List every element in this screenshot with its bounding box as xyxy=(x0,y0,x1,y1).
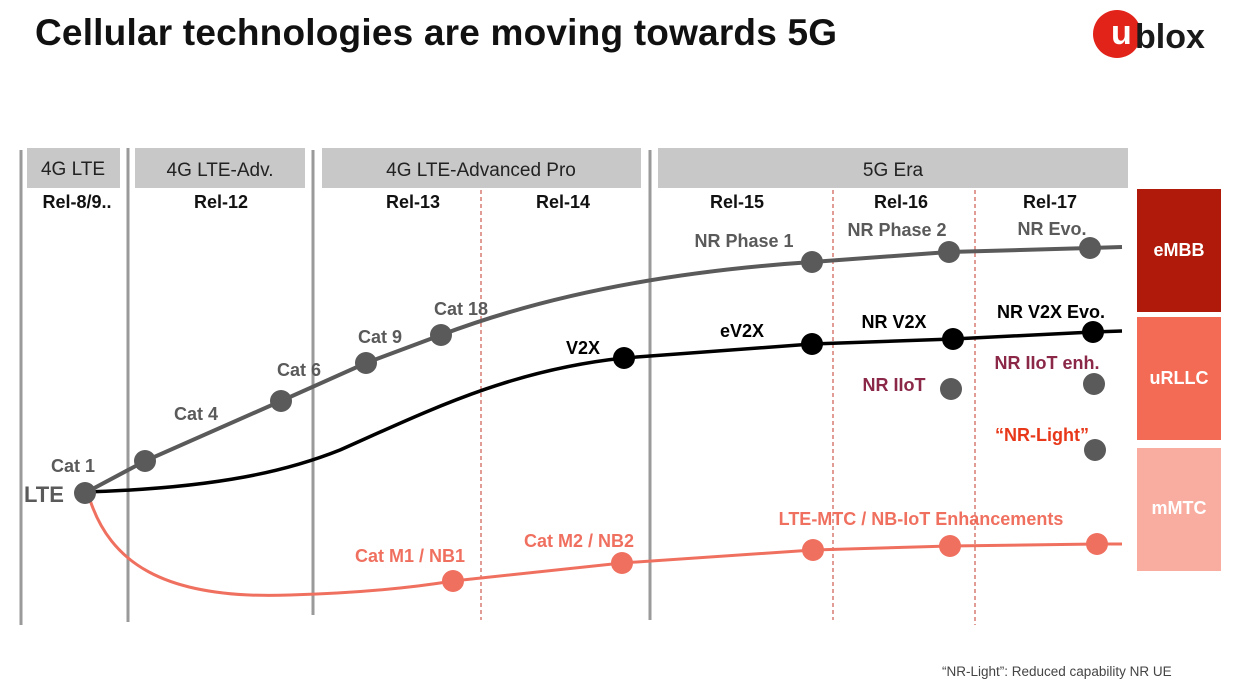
era-label-4g-lte: 4G LTE xyxy=(41,159,105,180)
mmtc-node xyxy=(939,535,961,557)
mmtc-node xyxy=(442,570,464,592)
logo-u: u xyxy=(1111,14,1132,52)
urllc-node xyxy=(613,347,635,369)
mmtc-box xyxy=(1137,448,1221,571)
urllc-label: eV2X xyxy=(720,321,764,341)
mmtc-label: Cat M2 / NB2 xyxy=(524,531,634,551)
embb-node xyxy=(801,251,823,273)
mmtc-node xyxy=(1086,533,1108,555)
embb-label: Cat 9 xyxy=(358,327,402,347)
release-label: Rel-16 xyxy=(874,192,928,212)
urllc-label: NR V2X Evo. xyxy=(997,302,1105,322)
urllc-box-label: uRLLC xyxy=(1150,368,1209,388)
logo-circle xyxy=(1093,10,1141,58)
embb-label: Cat 1 xyxy=(51,456,95,476)
mmtc-node xyxy=(611,552,633,574)
embb-box-label: eMBB xyxy=(1153,240,1204,260)
release-label: Rel-17 xyxy=(1023,192,1077,212)
release-label: Rel-8/9.. xyxy=(42,192,111,212)
ublox-logo: u blox xyxy=(1093,10,1223,62)
iiot-node xyxy=(1083,373,1105,395)
embb-label: Cat 18 xyxy=(434,299,488,319)
embb-node xyxy=(430,324,452,346)
embb-label: NR Evo. xyxy=(1017,219,1086,239)
embb-curve xyxy=(84,245,1123,495)
urllc-label: NR V2X xyxy=(861,312,926,332)
mmtc-label: Cat M1 / NB1 xyxy=(355,546,465,566)
era-box-4g-lte-adv xyxy=(135,148,305,188)
embb-label: Cat 4 xyxy=(174,404,218,424)
urllc-label: V2X xyxy=(566,338,600,358)
lte-label: LTE xyxy=(24,482,64,507)
era-label-4g-lte-adv: 4G LTE-Adv. xyxy=(167,160,274,181)
embb-node xyxy=(1079,237,1101,259)
release-label: Rel-12 xyxy=(194,192,248,212)
era-box-5g xyxy=(658,148,1128,188)
nr-light-node xyxy=(1084,439,1106,461)
page-title: Cellular technologies are moving towards… xyxy=(35,12,838,53)
iiot-label: NR IIoT enh. xyxy=(995,353,1100,373)
mmtc-box-label: mMTC xyxy=(1152,498,1207,518)
embb-box xyxy=(1137,189,1221,312)
embb-node xyxy=(134,450,156,472)
iiot-label: NR IIoT xyxy=(863,375,926,395)
era-box-4g-lte-adv-pro xyxy=(322,148,641,188)
mmtc-label: LTE-MTC / NB-IoT Enhancements xyxy=(779,509,1064,529)
urllc-box xyxy=(1137,317,1221,440)
logo-blox: blox xyxy=(1135,18,1205,56)
release-label: Rel-15 xyxy=(710,192,764,212)
release-label: Rel-13 xyxy=(386,192,440,212)
era-label-5g: 5G Era xyxy=(863,160,924,181)
urllc-node xyxy=(1082,321,1104,343)
urllc-node xyxy=(942,328,964,350)
embb-label: NR Phase 2 xyxy=(847,220,946,240)
embb-node xyxy=(270,390,292,412)
iiot-node xyxy=(940,378,962,400)
embb-node xyxy=(355,352,377,374)
footnote: “NR-Light”: Reduced capability NR UE xyxy=(942,664,1172,679)
urllc-node xyxy=(801,333,823,355)
urllc-curve xyxy=(84,329,1123,494)
embb-label: NR Phase 1 xyxy=(694,231,793,251)
mmtc-node xyxy=(802,539,824,561)
era-label-4g-lte-adv-pro: 4G LTE-Advanced Pro xyxy=(386,160,576,181)
era-box-4g-lte xyxy=(27,148,120,188)
release-label: Rel-14 xyxy=(536,192,590,212)
embb-label: Cat 6 xyxy=(277,360,321,380)
nr-light-label: “NR-Light” xyxy=(995,425,1089,445)
embb-node xyxy=(938,241,960,263)
lte-origin-node xyxy=(74,482,96,504)
